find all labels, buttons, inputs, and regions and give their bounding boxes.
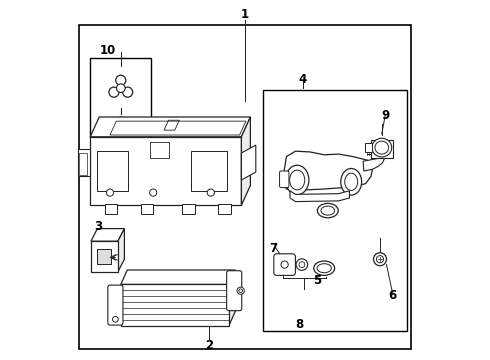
Bar (121, 284, 229, 326)
Circle shape (122, 87, 133, 97)
Circle shape (149, 189, 157, 196)
FancyBboxPatch shape (108, 285, 123, 325)
Circle shape (117, 84, 125, 93)
FancyBboxPatch shape (274, 254, 295, 275)
Polygon shape (229, 270, 235, 326)
Bar (218, 204, 231, 214)
Bar (365, 143, 372, 152)
Text: 6: 6 (389, 289, 397, 302)
Bar (263, 90, 407, 331)
Ellipse shape (314, 261, 335, 275)
Bar (90, 137, 242, 205)
Text: 2: 2 (205, 339, 213, 352)
Text: 5: 5 (313, 274, 321, 287)
Text: 9: 9 (381, 109, 390, 122)
Text: 4: 4 (298, 73, 307, 86)
Bar (98, 248, 111, 265)
Bar (149, 142, 170, 158)
FancyBboxPatch shape (280, 171, 289, 188)
Ellipse shape (341, 168, 362, 195)
Polygon shape (118, 229, 124, 272)
Circle shape (207, 189, 215, 196)
Text: 3: 3 (94, 220, 102, 233)
Circle shape (373, 253, 387, 266)
Text: 8: 8 (295, 318, 303, 330)
Text: 1: 1 (241, 8, 249, 21)
Polygon shape (363, 152, 386, 171)
Circle shape (106, 189, 114, 196)
Circle shape (237, 287, 245, 294)
Bar (79, 153, 87, 175)
Circle shape (296, 259, 308, 270)
Circle shape (109, 87, 119, 97)
Bar (98, 151, 128, 191)
Ellipse shape (372, 138, 392, 157)
Circle shape (113, 316, 118, 322)
Polygon shape (242, 117, 250, 205)
Polygon shape (115, 95, 126, 108)
Bar (104, 204, 117, 214)
Bar (191, 151, 227, 191)
Polygon shape (290, 191, 349, 202)
Text: 10: 10 (100, 44, 116, 57)
Bar (371, 140, 392, 158)
Circle shape (116, 75, 126, 85)
Bar (141, 204, 153, 214)
Circle shape (281, 261, 288, 268)
Polygon shape (91, 229, 124, 241)
Ellipse shape (286, 165, 309, 195)
Text: 7: 7 (270, 242, 278, 255)
Polygon shape (90, 117, 250, 137)
Polygon shape (121, 270, 235, 284)
Ellipse shape (318, 203, 338, 218)
FancyBboxPatch shape (227, 271, 242, 311)
Circle shape (115, 117, 126, 129)
Polygon shape (77, 149, 90, 176)
Bar (90, 58, 151, 137)
Polygon shape (242, 145, 256, 180)
Bar (91, 241, 118, 272)
Bar (182, 204, 195, 214)
Polygon shape (283, 151, 373, 190)
